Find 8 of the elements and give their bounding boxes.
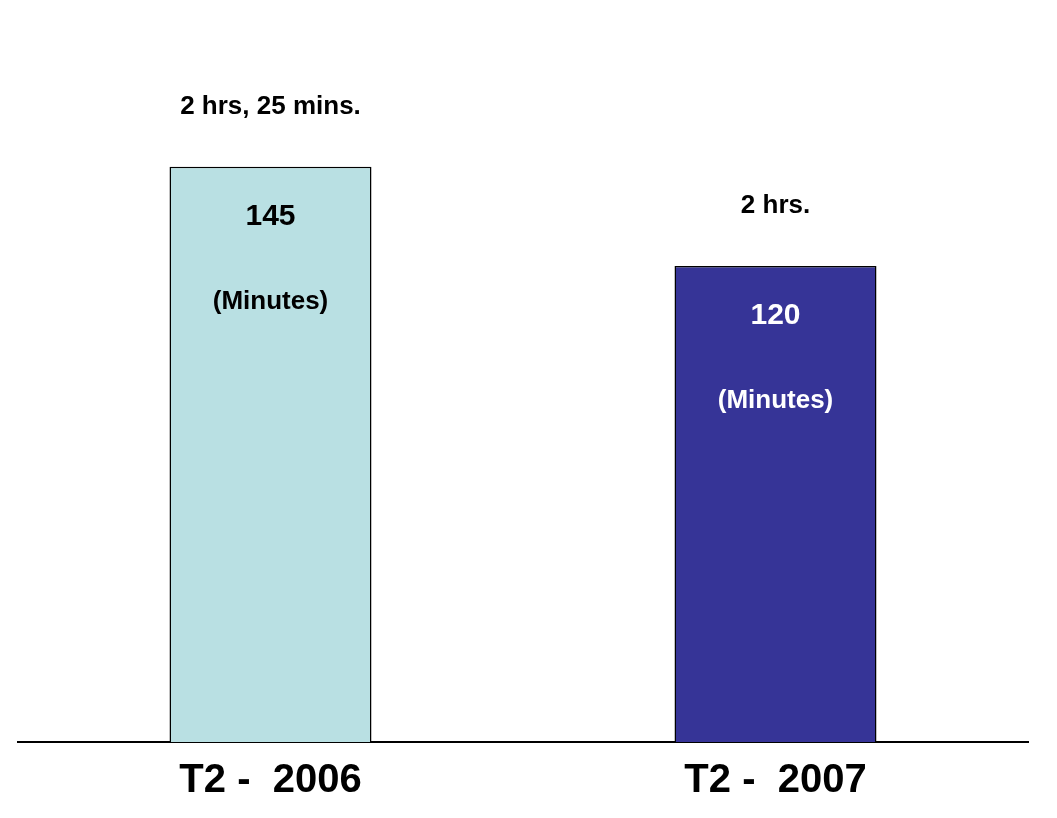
annotation: (Minutes) xyxy=(717,384,834,415)
x-tick-label: T2 - 2006 xyxy=(179,756,362,801)
data-label: 120 xyxy=(750,297,801,331)
annotation: 2 hrs, 25 mins. xyxy=(180,90,361,121)
annotation: 2 hrs. xyxy=(740,189,811,220)
annotation: (Minutes) xyxy=(212,285,329,316)
data-label: 145 xyxy=(245,198,296,232)
x-tick-label: T2 - 2007 xyxy=(684,756,867,801)
